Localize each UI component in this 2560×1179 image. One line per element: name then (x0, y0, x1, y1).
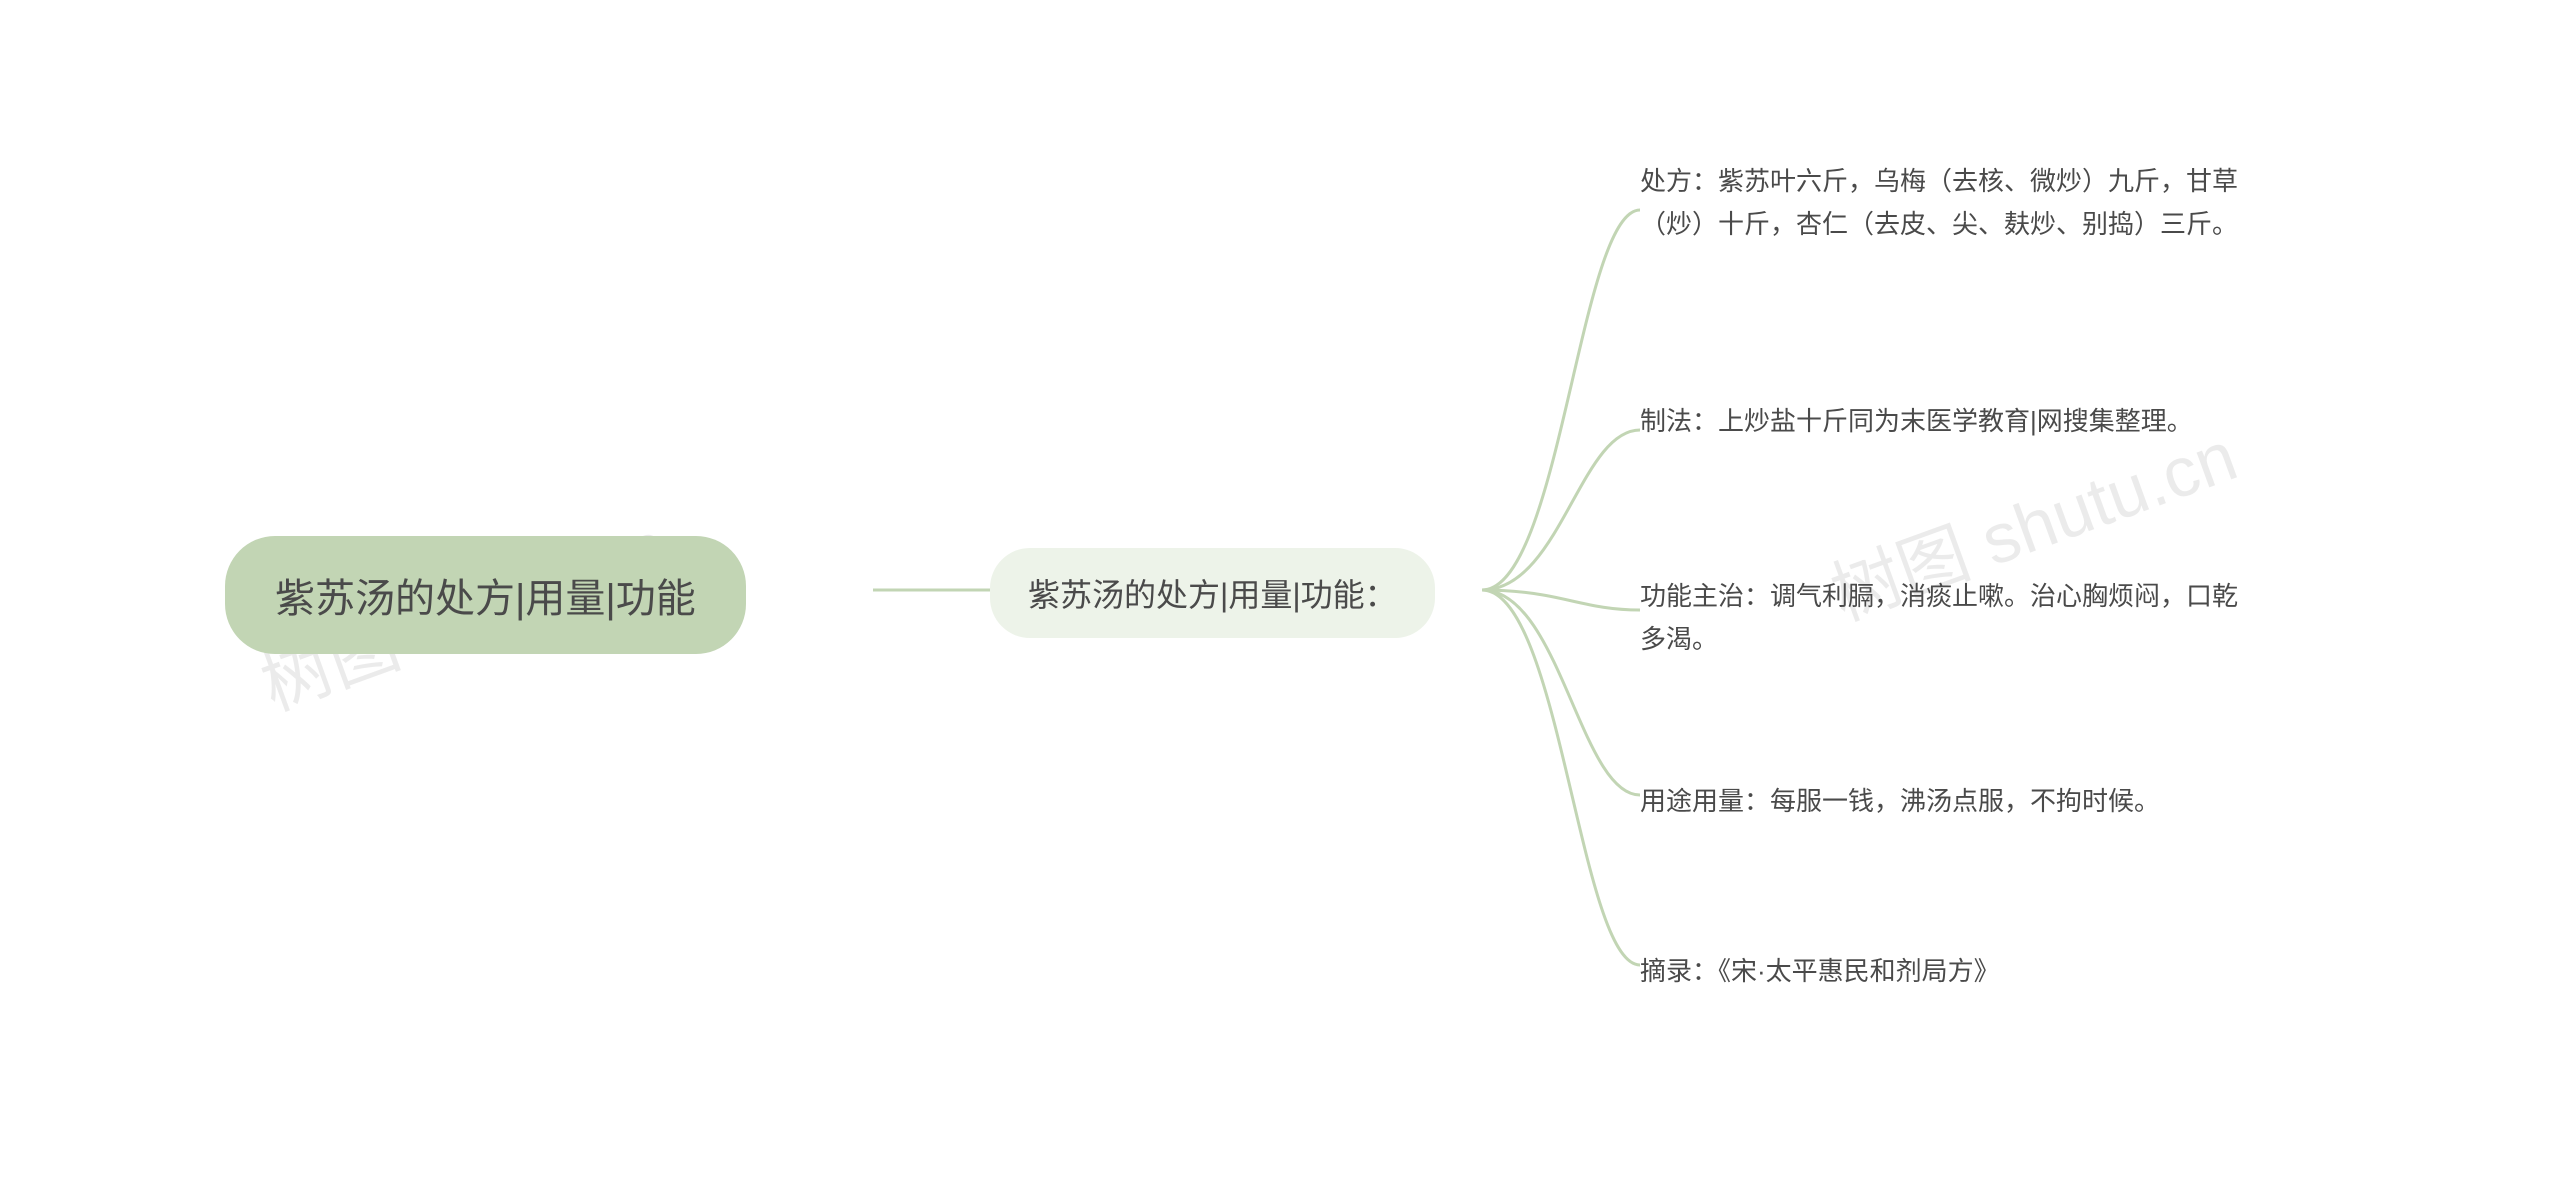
leaf-node-text: 功能主治：调气利膈，消痰止嗽。治心胸烦闷，口乾多渴。 (1640, 575, 2260, 661)
connector-branch-leaf-0 (1482, 210, 1640, 590)
root-node[interactable]: 紫苏汤的处方|用量|功能 (225, 536, 746, 654)
leaf-node-3[interactable]: 用途用量：每服一钱，沸汤点服，不拘时候。 (1640, 780, 2160, 823)
leaf-node-2[interactable]: 功能主治：调气利膈，消痰止嗽。治心胸烦闷，口乾多渴。 (1640, 575, 2260, 661)
leaf-node-4[interactable]: 摘录：《宋·太平惠民和剂局方》 (1640, 950, 2000, 993)
branch-node-text: 紫苏汤的处方|用量|功能： (1028, 570, 1397, 616)
root-node-text: 紫苏汤的处方|用量|功能 (275, 566, 696, 624)
leaf-node-text: 摘录：《宋·太平惠民和剂局方》 (1640, 950, 2000, 993)
connector-branch-leaf-3 (1482, 590, 1640, 795)
leaf-node-1[interactable]: 制法：上炒盐十斤同为末医学教育|网搜集整理。 (1640, 400, 2193, 443)
connector-branch-leaf-4 (1482, 590, 1640, 965)
leaf-node-text: 制法：上炒盐十斤同为末医学教育|网搜集整理。 (1640, 400, 2193, 443)
leaf-node-text: 处方：紫苏叶六斤，乌梅（去核、微炒）九斤，甘草（炒）十斤，杏仁（去皮、尖、麸炒、… (1640, 160, 2260, 246)
mindmap-container: 树图 shutu.cn 树图 shutu.cn 紫苏汤的处方|用量|功能 紫苏汤… (0, 0, 2560, 1179)
leaf-node-text: 用途用量：每服一钱，沸汤点服，不拘时候。 (1640, 780, 2160, 823)
connector-branch-leaf-1 (1482, 430, 1640, 590)
leaf-node-0[interactable]: 处方：紫苏叶六斤，乌梅（去核、微炒）九斤，甘草（炒）十斤，杏仁（去皮、尖、麸炒、… (1640, 160, 2260, 246)
branch-node[interactable]: 紫苏汤的处方|用量|功能： (990, 548, 1435, 638)
connector-branch-leaf-2 (1482, 590, 1640, 610)
